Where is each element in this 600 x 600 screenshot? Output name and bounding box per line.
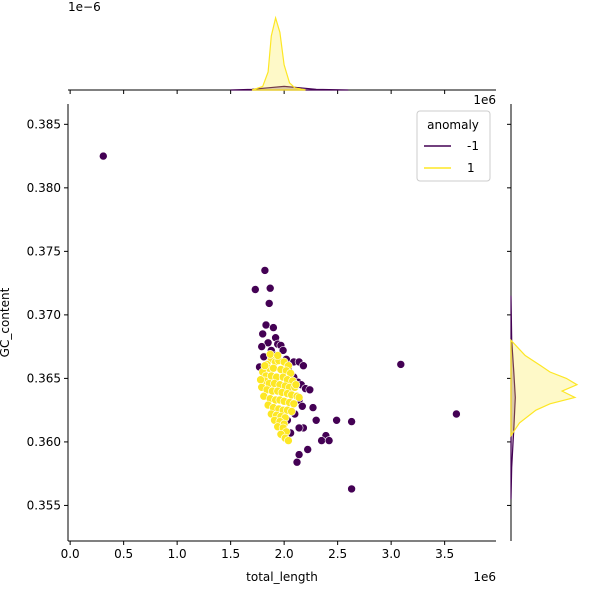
- data-point-anomaly--1: [99, 151, 108, 161]
- data-point-anomaly--1: [396, 360, 406, 369]
- data-point-anomaly--1: [303, 445, 313, 454]
- data-point-anomaly--1: [299, 361, 308, 371]
- data-point-anomaly-1: [284, 436, 293, 445]
- data-point-anomaly--1: [251, 285, 260, 294]
- y-offset-label: 1e6: [473, 93, 496, 107]
- data-point-anomaly--1: [263, 338, 273, 348]
- data-point-anomaly--1: [265, 283, 275, 293]
- legend-box: [416, 110, 491, 182]
- top-density-anomaly-1: [251, 15, 306, 91]
- right-density-anomaly--1: [510, 295, 516, 500]
- data-point-anomaly--1: [452, 409, 461, 419]
- data-point-anomaly--1: [257, 342, 267, 351]
- y-axis-label: GC_content: [0, 287, 12, 357]
- y-tick-label: 0.370: [27, 308, 61, 322]
- data-point-anomaly--1: [292, 457, 302, 467]
- data-point-anomaly-1: [291, 380, 301, 390]
- data-point-anomaly--1: [308, 403, 318, 412]
- top-marginal-offset-label: 1e−6: [68, 0, 101, 14]
- data-point-anomaly--1: [294, 423, 304, 433]
- x-tick-label: 0.0: [61, 547, 80, 561]
- scatter-points: [99, 151, 461, 494]
- data-point-anomaly--1: [264, 299, 274, 308]
- legend-label: 1: [467, 161, 475, 175]
- right-marginal-density: [507, 104, 579, 541]
- legend-label: -1: [467, 139, 479, 153]
- data-point-anomaly--1: [297, 401, 307, 411]
- data-point-anomaly-1: [273, 351, 283, 360]
- x-tick-label: 2.5: [328, 547, 347, 561]
- y-tick-label: 0.385: [27, 117, 61, 131]
- data-point-anomaly--1: [332, 415, 341, 425]
- x-axis-label: total_length: [246, 570, 318, 584]
- data-point-anomaly--1: [305, 385, 315, 395]
- x-offset-label: 1e6: [473, 570, 496, 584]
- x-tick-label: 1.5: [221, 547, 240, 561]
- data-point-anomaly--1: [278, 346, 288, 355]
- data-point-anomaly--1: [324, 436, 334, 445]
- x-tick-label: 3.0: [382, 547, 401, 561]
- top-marginal-density: 1e−6: [68, 0, 496, 94]
- right-density-anomaly-1: [510, 338, 579, 438]
- x-tick-label: 3.5: [435, 547, 454, 561]
- data-point-anomaly-1: [294, 393, 304, 402]
- y-tick-label: 0.375: [27, 244, 61, 258]
- data-point-anomaly--1: [317, 436, 326, 445]
- legend: anomaly -1 1: [416, 110, 491, 182]
- x-tick-label: 2.0: [275, 547, 294, 561]
- data-point-anomaly--1: [258, 329, 268, 339]
- y-tick-label: 0.355: [27, 498, 61, 512]
- data-point-anomaly-1: [260, 361, 270, 371]
- data-point-anomaly--1: [347, 417, 356, 426]
- x-tick-label: 0.5: [114, 547, 133, 561]
- data-point-anomaly--1: [294, 450, 304, 459]
- y-tick-label: 0.380: [27, 181, 61, 195]
- y-tick-label: 0.360: [27, 435, 61, 449]
- data-point-anomaly--1: [269, 323, 278, 332]
- data-point-anomaly--1: [347, 484, 356, 494]
- data-point-anomaly-1: [287, 407, 296, 416]
- x-tick-label: 1.0: [168, 547, 187, 561]
- data-point-anomaly--1: [261, 320, 271, 330]
- data-point-anomaly--1: [311, 415, 321, 425]
- data-point-anomaly-1: [265, 349, 275, 359]
- data-point-anomaly--1: [260, 266, 270, 275]
- axes: 0.0 0.5 1.0 1.5 2.0 2.5 3.0 3.5 0.355 0.360 0.365 0…: [0, 93, 496, 584]
- data-point-anomaly-1: [289, 399, 299, 409]
- y-tick-label: 0.365: [27, 371, 61, 385]
- data-point-anomaly-1: [269, 363, 278, 373]
- legend-title: anomaly: [427, 118, 479, 132]
- data-point-anomaly-1: [256, 375, 265, 385]
